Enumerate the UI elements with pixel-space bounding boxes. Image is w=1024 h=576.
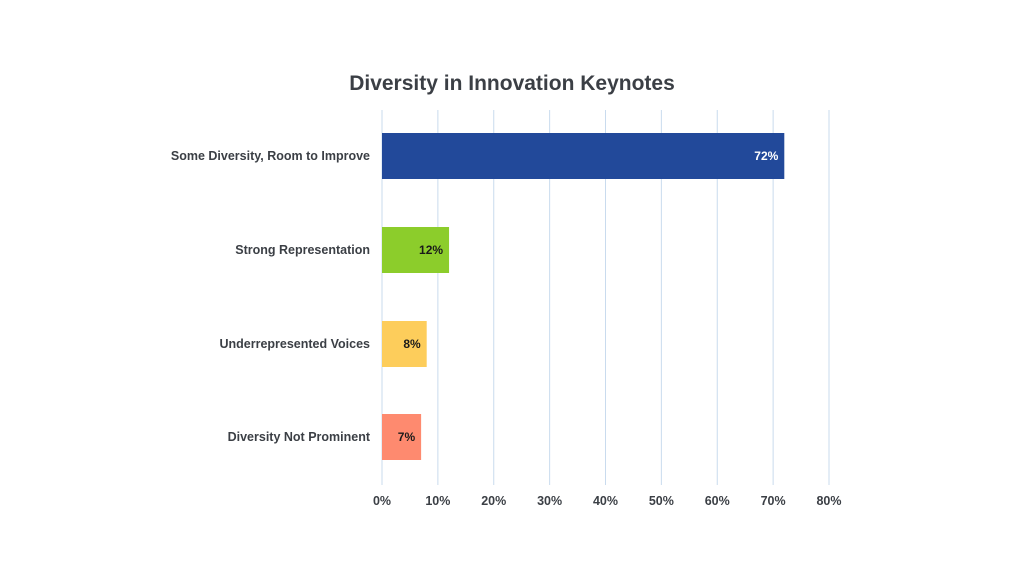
x-tick-label: 70% (761, 494, 786, 508)
bar-2 (382, 321, 427, 367)
data-label: 8% (403, 337, 421, 351)
data-label: 72% (754, 149, 778, 163)
category-label: Underrepresented Voices (219, 337, 370, 351)
x-tick-label: 80% (816, 494, 841, 508)
x-tick-label: 50% (649, 494, 674, 508)
bar-1 (382, 227, 450, 273)
category-label: Diversity Not Prominent (228, 430, 371, 444)
x-tick-label: 10% (425, 494, 450, 508)
data-label: 12% (419, 243, 443, 257)
data-labels: 72% 12% 8% 7% (398, 149, 779, 444)
bar-3 (382, 414, 422, 460)
x-tick-labels: 0% 10% 20% 30% 40% 50% 60% 70% 80% (373, 494, 842, 508)
category-labels: Some Diversity, Room to Improve Strong Re… (171, 149, 371, 444)
x-tick-label: 0% (373, 494, 391, 508)
chart-title: Diversity in Innovation Keynotes (349, 72, 675, 95)
data-label: 7% (398, 430, 416, 444)
category-label: Some Diversity, Room to Improve (171, 149, 370, 163)
bar-0 (382, 133, 785, 179)
x-tick-label: 20% (481, 494, 506, 508)
x-tick-label: 40% (593, 494, 618, 508)
x-tick-label: 30% (537, 494, 562, 508)
bars (382, 133, 785, 460)
category-label: Strong Representation (235, 243, 370, 257)
x-tick-label: 60% (705, 494, 730, 508)
